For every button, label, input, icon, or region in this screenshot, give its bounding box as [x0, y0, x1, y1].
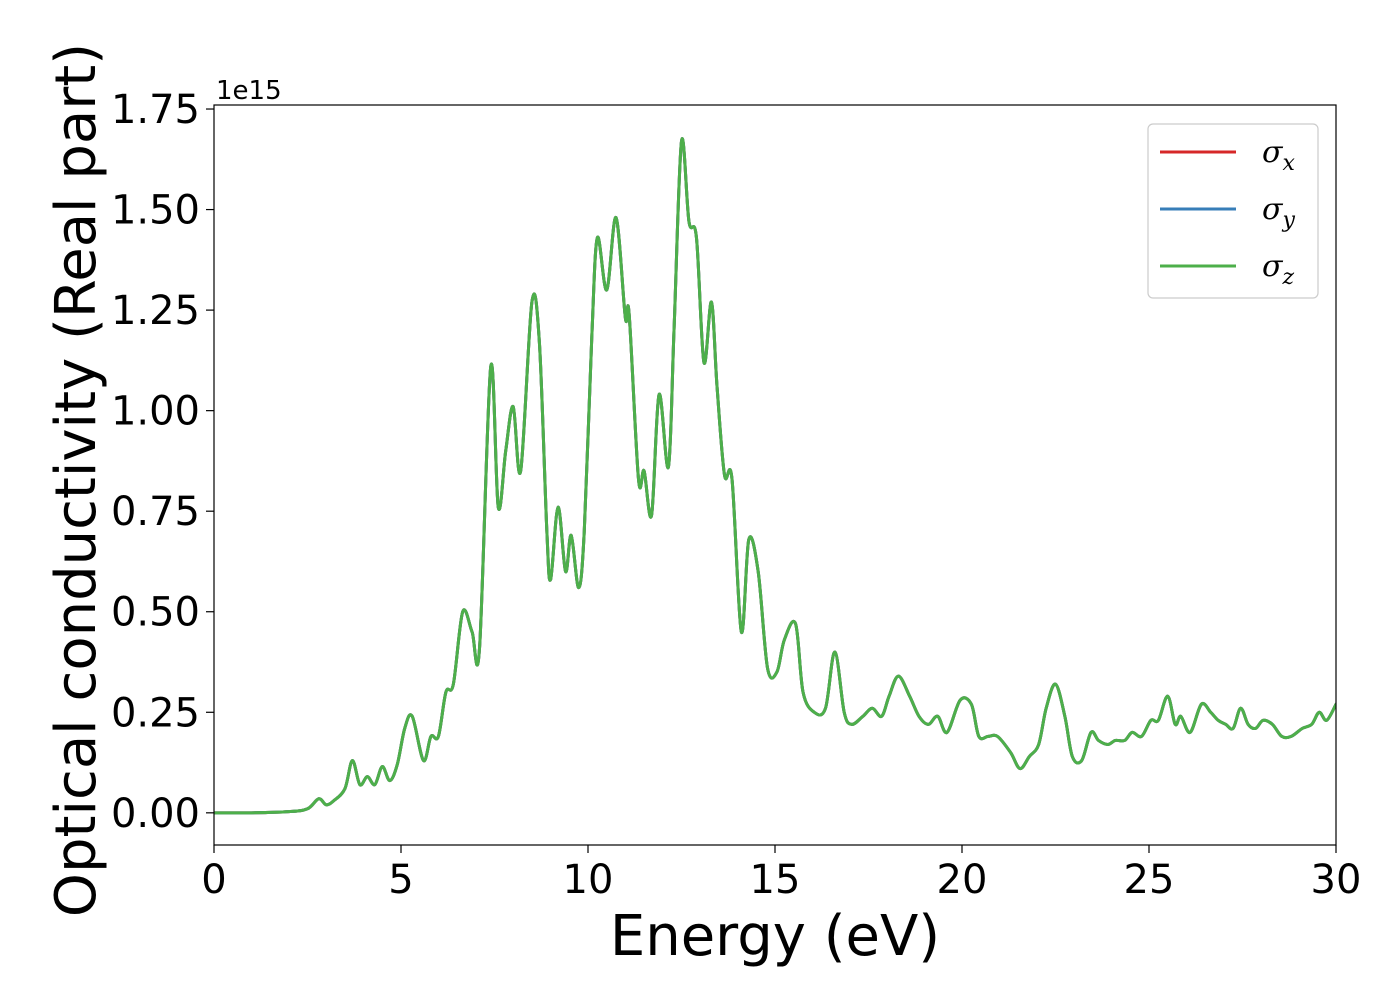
y-tick-label: 0.25: [111, 690, 200, 736]
y-axis: 0.00 0.25 0.50 0.75 1.00 1.25 1.50 1.75: [111, 87, 214, 837]
legend-item: σz: [1160, 249, 1294, 290]
x-axis-title: Energy (eV): [610, 904, 940, 969]
x-tick-label: 25: [1124, 857, 1175, 903]
legend-subscript: x: [1282, 151, 1295, 176]
legend-box: [1147, 123, 1319, 299]
legend-symbol: σ: [1262, 135, 1284, 170]
y-tick-label: 1.75: [111, 87, 200, 133]
legend-subscript: y: [1281, 208, 1295, 233]
series-line: [214, 137, 1336, 815]
legend-symbol: σ: [1262, 192, 1284, 227]
y-offset-label: 1e15: [216, 76, 282, 106]
x-axis: 0 5 10 15 20 25 30: [201, 845, 1361, 903]
y-tick-label: 0.75: [111, 489, 200, 535]
y-tick-label: 1.50: [111, 188, 200, 234]
x-tick-label: 30: [1311, 857, 1362, 903]
x-tick-label: 20: [937, 857, 988, 903]
y-tick-label: 0.00: [111, 791, 200, 837]
series-layer: [214, 137, 1336, 815]
y-tick-label: 1.00: [111, 389, 200, 435]
legend-label: σx: [1262, 135, 1295, 176]
series-2: [214, 137, 1336, 815]
x-tick-label: 10: [563, 857, 614, 903]
legend-item: σy: [1160, 192, 1295, 233]
x-tick-label: 0: [201, 857, 226, 903]
legend-subscript: z: [1281, 265, 1294, 290]
x-tick-label: 5: [388, 857, 413, 903]
y-axis-title: Optical conductivity (Real part): [44, 43, 109, 917]
legend-symbol: σ: [1262, 249, 1284, 284]
x-tick-label: 15: [750, 857, 801, 903]
legend-label: σy: [1262, 192, 1295, 233]
legend-label: σz: [1262, 249, 1294, 290]
y-tick-label: 0.50: [111, 590, 200, 636]
y-tick-label: 1.25: [111, 288, 200, 334]
legend-item: σx: [1160, 135, 1295, 176]
